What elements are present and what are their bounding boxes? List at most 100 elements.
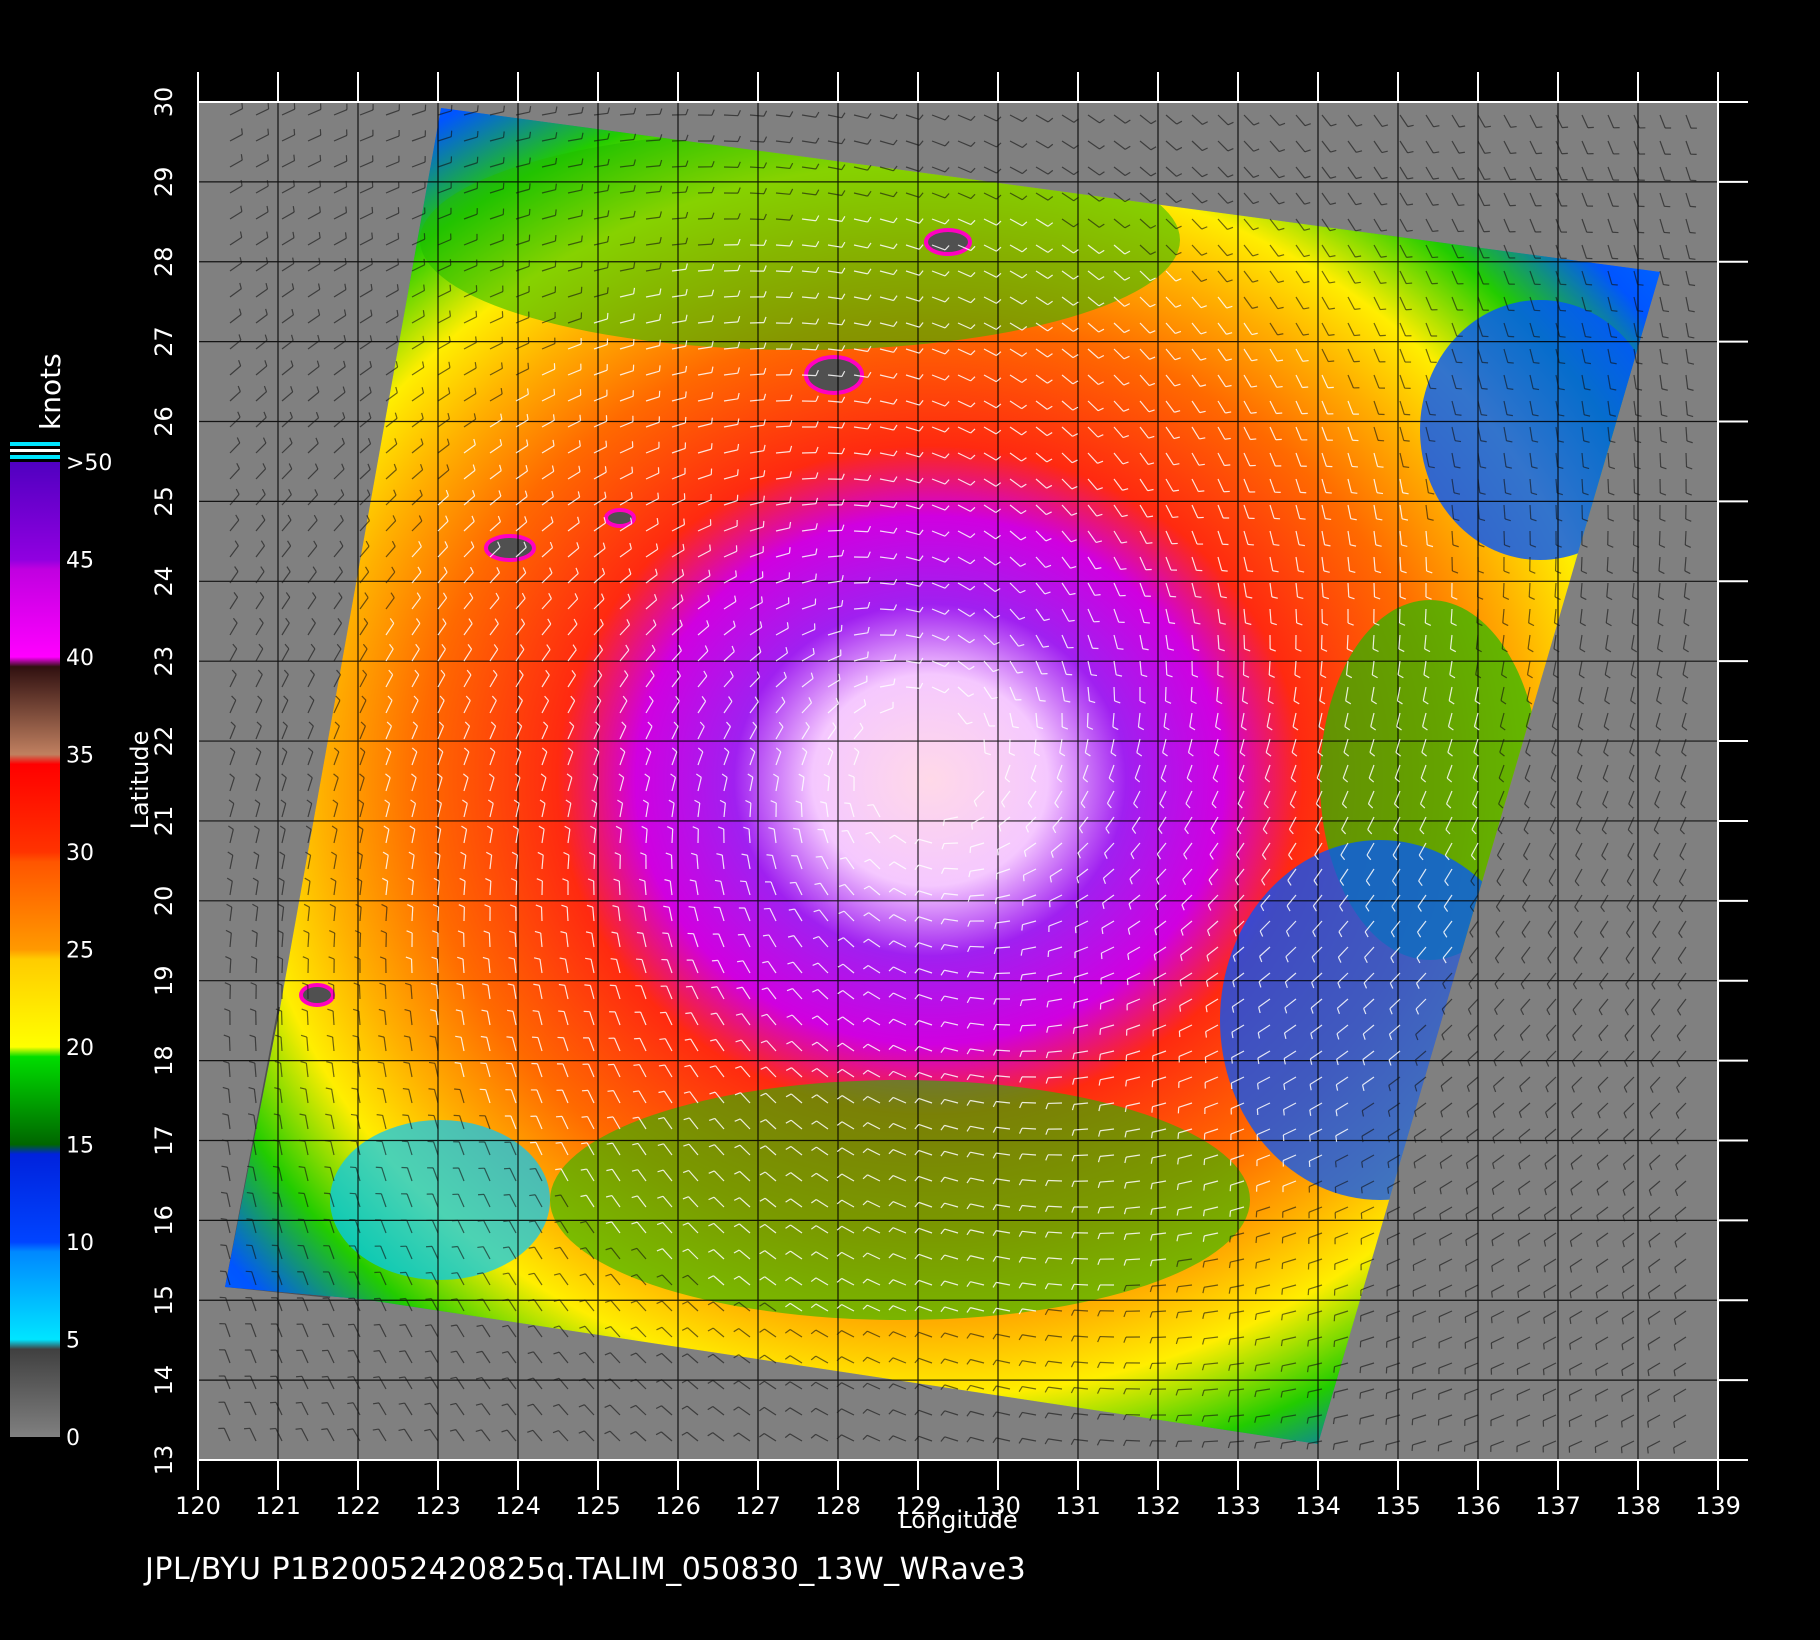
wind-barb-flag: [1148, 435, 1155, 439]
wind-barb-flag: [893, 165, 898, 172]
wind-barb-flag: [1481, 414, 1488, 417]
wind-barb-flag: [729, 670, 734, 677]
wind-barb: [1113, 452, 1124, 465]
wind-barb: [1338, 920, 1349, 933]
wind-barb: [1295, 192, 1305, 205]
wind-barb: [1443, 894, 1453, 907]
wind-barb: [853, 166, 868, 171]
wind-barb: [740, 1092, 751, 1104]
wind-barb-flag: [281, 747, 288, 753]
wind-barb: [1425, 478, 1429, 493]
wind-barb: [307, 108, 322, 116]
wind-barb: [1451, 530, 1454, 546]
wind-barb: [436, 985, 439, 1000]
wind-barb: [489, 111, 504, 116]
wind-barb: [1522, 868, 1531, 882]
wind-barb: [303, 1219, 309, 1234]
wind-barb: [1552, 660, 1557, 675]
wind-barb-flag: [327, 982, 334, 986]
wind-barb: [437, 829, 442, 844]
wind-barb: [619, 675, 629, 688]
wind-barb: [1659, 166, 1666, 181]
wind-barb-flag: [1238, 777, 1245, 783]
wind-barb-flag: [837, 963, 844, 968]
wind-barb: [1061, 634, 1069, 649]
wind-barb: [1607, 270, 1613, 285]
wind-barb: [619, 216, 634, 220]
wind-barb: [1389, 1024, 1401, 1035]
wind-barb: [1035, 426, 1048, 437]
wind-barb-flag: [815, 292, 820, 299]
wind-barb: [406, 1167, 413, 1182]
wind-barb-flag: [1341, 803, 1348, 809]
wind-barb-flag: [841, 499, 845, 506]
wind-barb: [723, 474, 738, 480]
wind-barb: [1631, 634, 1635, 649]
wind-barb-flag: [711, 238, 715, 245]
wind-barb-flag: [1545, 1060, 1550, 1067]
wind-barb: [957, 556, 971, 565]
wind-barb-flag: [1370, 726, 1377, 731]
wind-barb-flag: [1523, 829, 1529, 835]
wind-barb-flag: [1186, 777, 1193, 783]
wind-barb: [879, 582, 894, 586]
wind-barb-flag: [423, 284, 426, 291]
wind-barb-flag: [1201, 226, 1208, 230]
wind-barb-flag: [1229, 1210, 1232, 1217]
wind-barb-flag: [781, 696, 786, 703]
wind-barb-flag: [1072, 380, 1079, 385]
wind-barb: [359, 340, 372, 350]
wind-barb-flag: [685, 263, 688, 270]
wind-barb-flag: [1652, 906, 1658, 913]
wind-barb: [1373, 582, 1376, 598]
wind-barb: [970, 996, 985, 1000]
wind-barb: [1113, 322, 1125, 334]
wind-barb: [1649, 1102, 1661, 1114]
wind-barb: [385, 700, 393, 714]
wind-barb-flag: [1323, 570, 1330, 573]
wind-barb: [714, 1118, 725, 1130]
wind-barb-flag: [1444, 854, 1450, 861]
wind-barb: [1321, 140, 1332, 153]
wind-barb-flag: [361, 695, 367, 701]
wind-barb: [1059, 738, 1063, 753]
wind-barb: [905, 348, 920, 354]
wind-barb: [1399, 478, 1404, 493]
wind-barb-flag: [1262, 828, 1268, 835]
wind-barb: [567, 700, 576, 714]
wind-barb: [1260, 894, 1271, 906]
wind-barb-flag: [292, 206, 295, 213]
wind-barb-flag: [1555, 570, 1562, 574]
wind-barb: [541, 803, 546, 818]
wind-barb-flag: [1268, 674, 1275, 679]
wind-barb: [488, 959, 491, 974]
wind-barb-flag: [604, 491, 607, 498]
wind-barb: [307, 648, 316, 662]
wind-barb-flag: [385, 747, 392, 753]
wind-barb-flag: [735, 1065, 742, 1069]
wind-barb: [1603, 712, 1609, 727]
wind-barb-flag: [1506, 440, 1513, 443]
wind-barb-flag: [798, 773, 805, 778]
wind-barb: [1685, 192, 1691, 207]
wind-barb: [1477, 322, 1484, 337]
wind-barb-flag: [274, 1060, 281, 1064]
wind-barb: [1520, 972, 1531, 985]
wind-barb: [1465, 1180, 1479, 1190]
wind-barb: [957, 296, 972, 304]
wind-barb-flag: [302, 982, 309, 986]
wind-barb-flag: [710, 1038, 717, 1042]
wind-barb: [714, 1091, 725, 1104]
wind-barb: [1178, 1076, 1193, 1083]
wind-barb-flag: [1198, 463, 1205, 466]
wind-barb-flag: [1609, 414, 1616, 417]
wind-barb-flag: [1150, 146, 1157, 151]
wind-barb: [1321, 218, 1331, 231]
wind-barb: [671, 777, 677, 792]
wind-barb: [229, 881, 233, 896]
wind-barb-flag: [970, 428, 976, 434]
wind-barb: [1581, 244, 1587, 259]
wind-barb: [1314, 842, 1323, 856]
wind-barb: [1477, 426, 1482, 441]
wind-barb-flag: [561, 904, 568, 908]
